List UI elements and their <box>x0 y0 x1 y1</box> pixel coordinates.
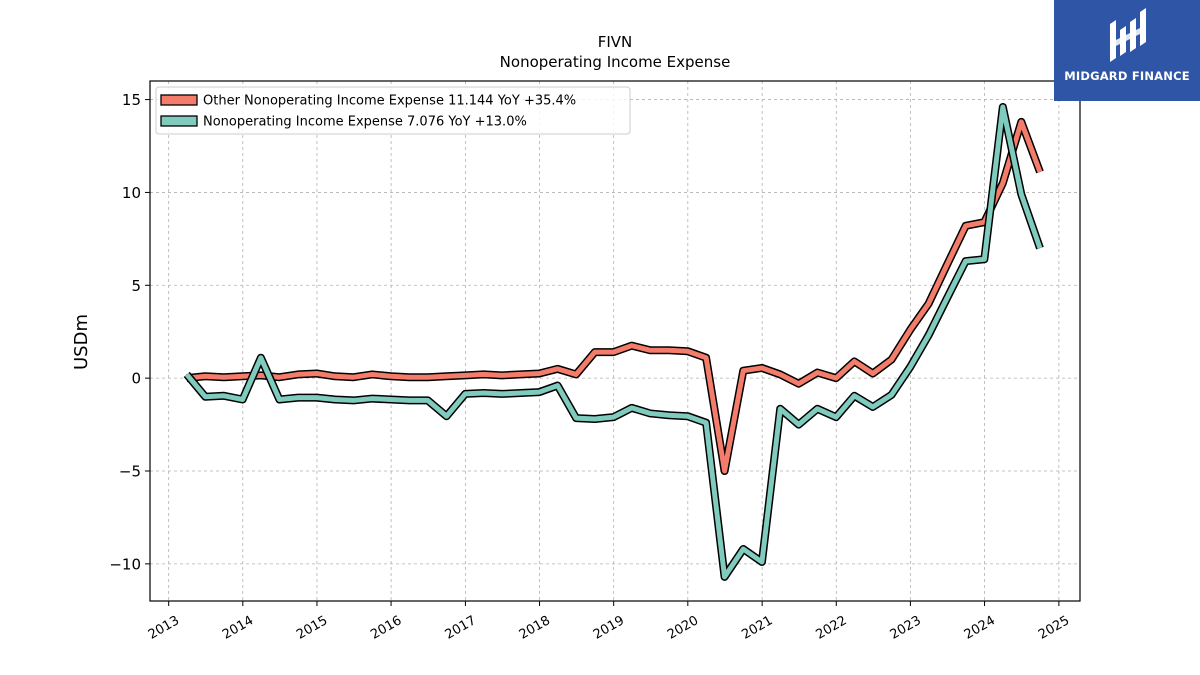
x-tick-label: 2019 <box>591 613 627 643</box>
x-tick-label: 2017 <box>443 613 479 643</box>
x-tick-label: 2013 <box>146 613 182 643</box>
midgard-logo-icon <box>1110 8 1146 62</box>
legend-swatch-other-nonoperating <box>160 94 198 106</box>
chart-subtitle: Nonoperating Income Expense <box>500 53 731 71</box>
grid <box>150 81 1080 601</box>
y-axis-label: USDm <box>71 314 92 370</box>
legend: Other Nonoperating Income Expense 11.144… <box>155 86 631 135</box>
legend-label-nonoperating: Nonoperating Income Expense 7.076 YoY +1… <box>203 115 527 130</box>
x-tick-label: 2018 <box>517 613 553 643</box>
chart-title: FIVN <box>598 33 633 51</box>
x-tick-label: 2015 <box>294 613 330 643</box>
legend-label-other-nonoperating: Other Nonoperating Income Expense 11.144… <box>203 94 576 109</box>
x-tick-label: 2016 <box>368 613 404 643</box>
y-tick-label: 10 <box>122 184 141 202</box>
x-tick-label: 2024 <box>962 613 998 643</box>
y-tick-label: 5 <box>131 277 141 295</box>
x-tick-label: 2023 <box>888 613 924 643</box>
y-tick-label: −5 <box>119 463 141 481</box>
series-lines <box>183 103 1044 581</box>
series-line-other-nonoperating <box>186 119 1043 474</box>
plot-frame <box>149 80 1081 602</box>
y-tick-label: −10 <box>109 555 141 573</box>
brand-logo: MIDGARD FINANCE <box>1054 0 1200 101</box>
x-tick-label: 2022 <box>813 613 849 643</box>
x-tick-label: 2021 <box>739 613 775 643</box>
y-tick-label: 0 <box>131 370 141 388</box>
legend-swatch-nonoperating <box>160 115 198 127</box>
brand-name: MIDGARD FINANCE <box>1064 69 1190 83</box>
x-axis: 2013 2014 2015 2016 2017 2018 2019 2020 2021 2022… <box>146 601 1072 643</box>
y-axis: −10 −5 0 5 10 15 <box>109 91 150 573</box>
x-tick-label: 2020 <box>665 613 701 643</box>
legend-box <box>155 86 631 135</box>
series-line-nonoperating <box>184 104 1043 580</box>
x-tick-label: 2014 <box>220 613 256 643</box>
y-tick-label: 15 <box>122 91 141 109</box>
x-tick-label: 2025 <box>1036 613 1072 643</box>
